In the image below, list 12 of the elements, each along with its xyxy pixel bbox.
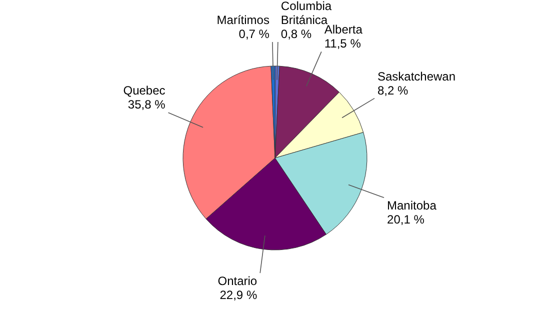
data-label: 35,8 % [128,98,166,112]
slice-label: Marítimos [216,13,270,28]
slice-label: Ontario [218,274,258,288]
data-label: 11,5 % [324,36,362,51]
data-label: 8,2 % [377,83,408,98]
data-label: 22,9 % [220,288,258,302]
slice-label: Quebec [123,84,166,98]
slice-label: Saskatchewan [377,69,456,84]
data-label: 0,8 % [280,27,312,42]
slice-label: Manitoba [387,198,437,213]
data-label: 20,1 % [387,212,425,227]
data-label: 0,7 % [238,27,270,42]
